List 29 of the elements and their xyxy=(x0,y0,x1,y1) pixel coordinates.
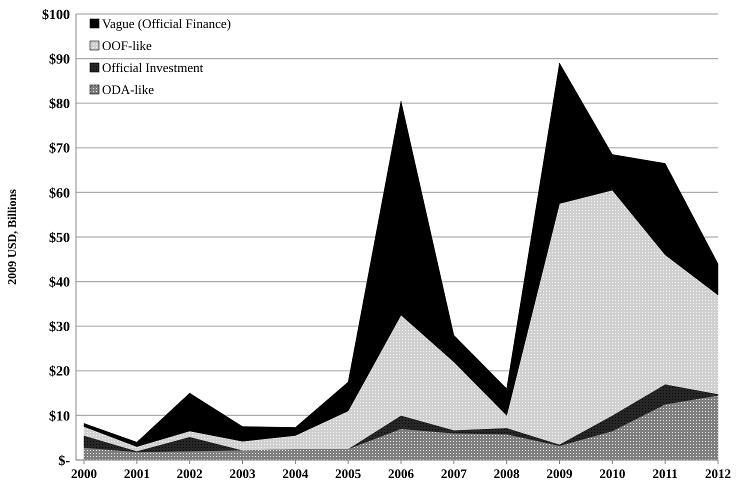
x-tick-label: 2012 xyxy=(705,466,731,481)
y-tick-label: $30 xyxy=(49,320,70,336)
y-tick-label: $100 xyxy=(42,8,70,23)
y-tick-label: $80 xyxy=(49,97,70,112)
y-tick-label: $90 xyxy=(49,52,70,68)
legend-label: OOF-like xyxy=(102,38,152,53)
y-tick-label: $- xyxy=(58,454,70,469)
legend-label: ODA-like xyxy=(102,82,154,97)
y-tick-label: $70 xyxy=(49,142,70,157)
y-tick-label: $10 xyxy=(49,409,70,424)
y-axis-title: 2009 USD, Billions xyxy=(5,188,19,285)
x-tick-label: 2006 xyxy=(388,466,414,481)
x-tick-label: 2001 xyxy=(124,466,150,481)
legend-label: Official Investment xyxy=(102,60,204,75)
y-tick-label: $20 xyxy=(49,364,70,380)
y-tick-label: $40 xyxy=(49,276,70,290)
x-tick-label: 2008 xyxy=(494,466,520,481)
x-tick-label: 2000 xyxy=(71,466,97,481)
x-tick-label: 2009 xyxy=(546,466,573,481)
x-tick-label: 2011 xyxy=(652,466,678,481)
x-tick-label: 2005 xyxy=(335,466,362,481)
legend-label: Vague (Official Finance) xyxy=(102,16,231,31)
x-tick-label: 2007 xyxy=(440,466,468,481)
x-tick-label: 2010 xyxy=(599,466,626,481)
y-tick-label: $60 xyxy=(49,186,70,202)
x-tick-label: 2002 xyxy=(176,466,203,481)
x-tick-label: 2003 xyxy=(230,466,256,481)
y-tick-label: $50 xyxy=(49,230,70,246)
x-tick-label: 2004 xyxy=(282,466,309,481)
